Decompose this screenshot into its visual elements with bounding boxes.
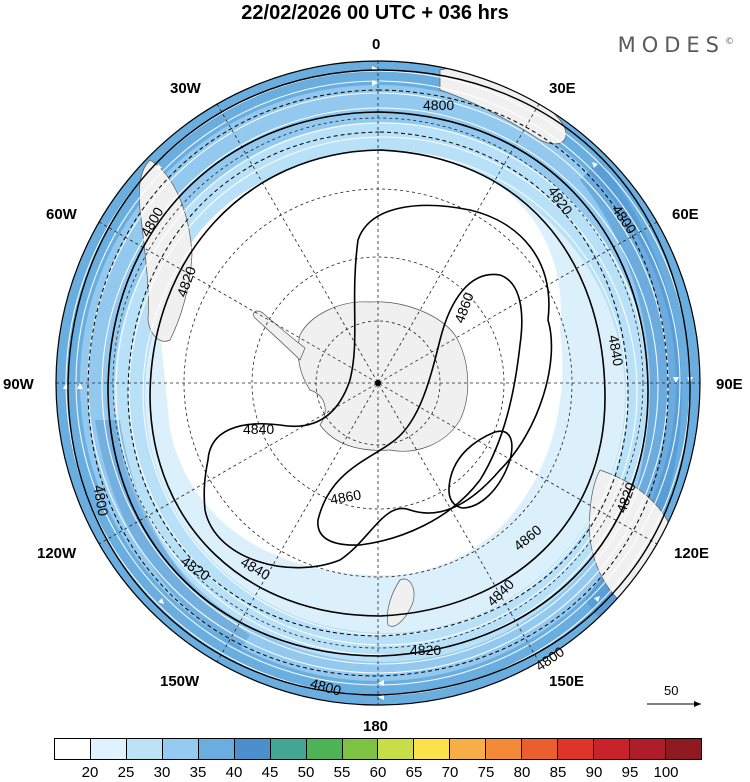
arrowhead <box>673 377 679 383</box>
modes-logo: MODES© <box>618 33 734 57</box>
arrowhead <box>158 598 164 604</box>
copyright-mark: © <box>725 37 734 47</box>
colorbar-segment <box>198 739 235 759</box>
south-pole-dot <box>375 380 381 386</box>
lon-label-150w: 150W <box>160 673 200 690</box>
colorbar-segment <box>450 739 487 759</box>
colorbar-tick-label: 45 <box>261 764 279 781</box>
colorbar-tick-label: 40 <box>225 764 243 781</box>
colorbar-tick-label: 95 <box>621 764 639 781</box>
colorbar-tick-label: 35 <box>189 764 207 781</box>
colorbar-segment <box>378 739 415 759</box>
colorbar-tick-label: 100 <box>653 764 679 781</box>
colorbar-tick-label: 80 <box>513 764 531 781</box>
colorbar-tick-label: 30 <box>153 764 171 781</box>
lon-label-120w: 120W <box>37 545 77 562</box>
antarctic-peninsula <box>253 310 306 361</box>
arrowhead <box>77 383 83 389</box>
reference-vector-arrow <box>647 701 701 707</box>
contour-label: 4800 <box>423 97 454 113</box>
colorbar-segment <box>665 739 701 759</box>
colorbar-segment <box>558 739 595 759</box>
arrowhead <box>378 680 384 686</box>
contour-label: 4840 <box>605 334 626 368</box>
colorbar-segment <box>414 739 451 759</box>
lon-label-0: 0 <box>372 36 380 53</box>
contour-4840-inner <box>203 204 553 569</box>
lon-label-60e: 60E <box>672 206 699 223</box>
colorbar-segment <box>594 739 630 759</box>
lon-label-30w: 30W <box>170 80 202 97</box>
south-america <box>138 159 193 342</box>
colorbar-segment <box>270 739 307 759</box>
shade-jet-streak-west <box>95 420 250 650</box>
arrowhead <box>156 164 162 170</box>
lon-label-30e: 30E <box>549 80 576 97</box>
chart-title: 22/02/2026 00 UTC + 036 hrs <box>241 2 509 24</box>
contour-label: 4820 <box>410 642 441 658</box>
streamline-6 <box>128 136 638 646</box>
colorbar-segment <box>522 739 559 759</box>
colorbar-segment <box>126 739 163 759</box>
meridian-60 <box>98 221 658 545</box>
arrowhead <box>594 596 600 602</box>
contour-4840 <box>149 149 606 617</box>
colorbar-segment <box>90 739 127 759</box>
colorbar-tick-label: 20 <box>81 764 99 781</box>
meridian-60e <box>98 221 658 545</box>
wind-arrowheads <box>63 66 693 700</box>
streamline-4 <box>101 107 659 665</box>
colorbar-labels: 20 25 30 35 40 45 50 55 60 65 70 75 80 85 90 95 100 <box>54 764 702 782</box>
colorbar-tick-label: 85 <box>549 764 567 781</box>
lon-label-180: 180 <box>363 718 388 735</box>
lon-label-120e: 120E <box>674 545 709 562</box>
colorbar-tick-label: 25 <box>117 764 135 781</box>
colorbar-tick-label: 90 <box>585 764 603 781</box>
colorbar-segment <box>55 739 91 759</box>
polar-stereographic-map: 4800 4800 4800 4800 4800 4800 4820 4820 … <box>3 36 743 735</box>
lon-label-90e: 90E <box>716 376 743 393</box>
colorbar-tick-label: 70 <box>441 764 459 781</box>
contour-4860-cell <box>448 430 513 509</box>
colorbar-segment <box>234 739 271 759</box>
colorbar-segment <box>486 739 523 759</box>
lon-label-60w: 60W <box>46 206 78 223</box>
contour-label: 4860 <box>329 486 363 507</box>
lat-circle-70 <box>251 256 505 510</box>
colorbar-tick-label: 55 <box>333 764 351 781</box>
height-contours <box>67 69 691 696</box>
map-border <box>55 60 701 706</box>
graticule <box>56 61 700 705</box>
contour-4800 <box>67 69 691 696</box>
colorbar-segment <box>306 739 343 759</box>
colorbar-segment <box>342 739 379 759</box>
brand-text: MODES <box>617 33 725 57</box>
colorbar-tick-label: 65 <box>405 764 423 781</box>
contour-4820-dashed <box>127 131 629 637</box>
lon-label-150e: 150E <box>549 673 584 690</box>
colorbar-segment <box>630 739 666 759</box>
contour-label: 4800 <box>90 484 111 518</box>
lon-label-90w: 90W <box>3 376 35 393</box>
meridian-30 <box>216 103 540 663</box>
colorbar-segment <box>162 739 199 759</box>
contour-label: 4840 <box>243 421 274 437</box>
contour-4860 <box>317 273 523 546</box>
meridian-30e <box>216 103 540 663</box>
colorbar <box>54 738 702 760</box>
colorbar-tick-label: 50 <box>297 764 315 781</box>
contour-4800-dashed <box>87 89 669 677</box>
colorbar-tick-label: 75 <box>477 764 495 781</box>
arrowhead <box>592 162 598 168</box>
contour-4820 <box>107 111 649 657</box>
contour-label: 4800 <box>309 675 343 699</box>
colorbar-tick-label: 60 <box>369 764 387 781</box>
arrowhead <box>372 80 378 86</box>
reference-vector-label: 50 <box>664 683 679 698</box>
antarctica <box>297 301 469 452</box>
